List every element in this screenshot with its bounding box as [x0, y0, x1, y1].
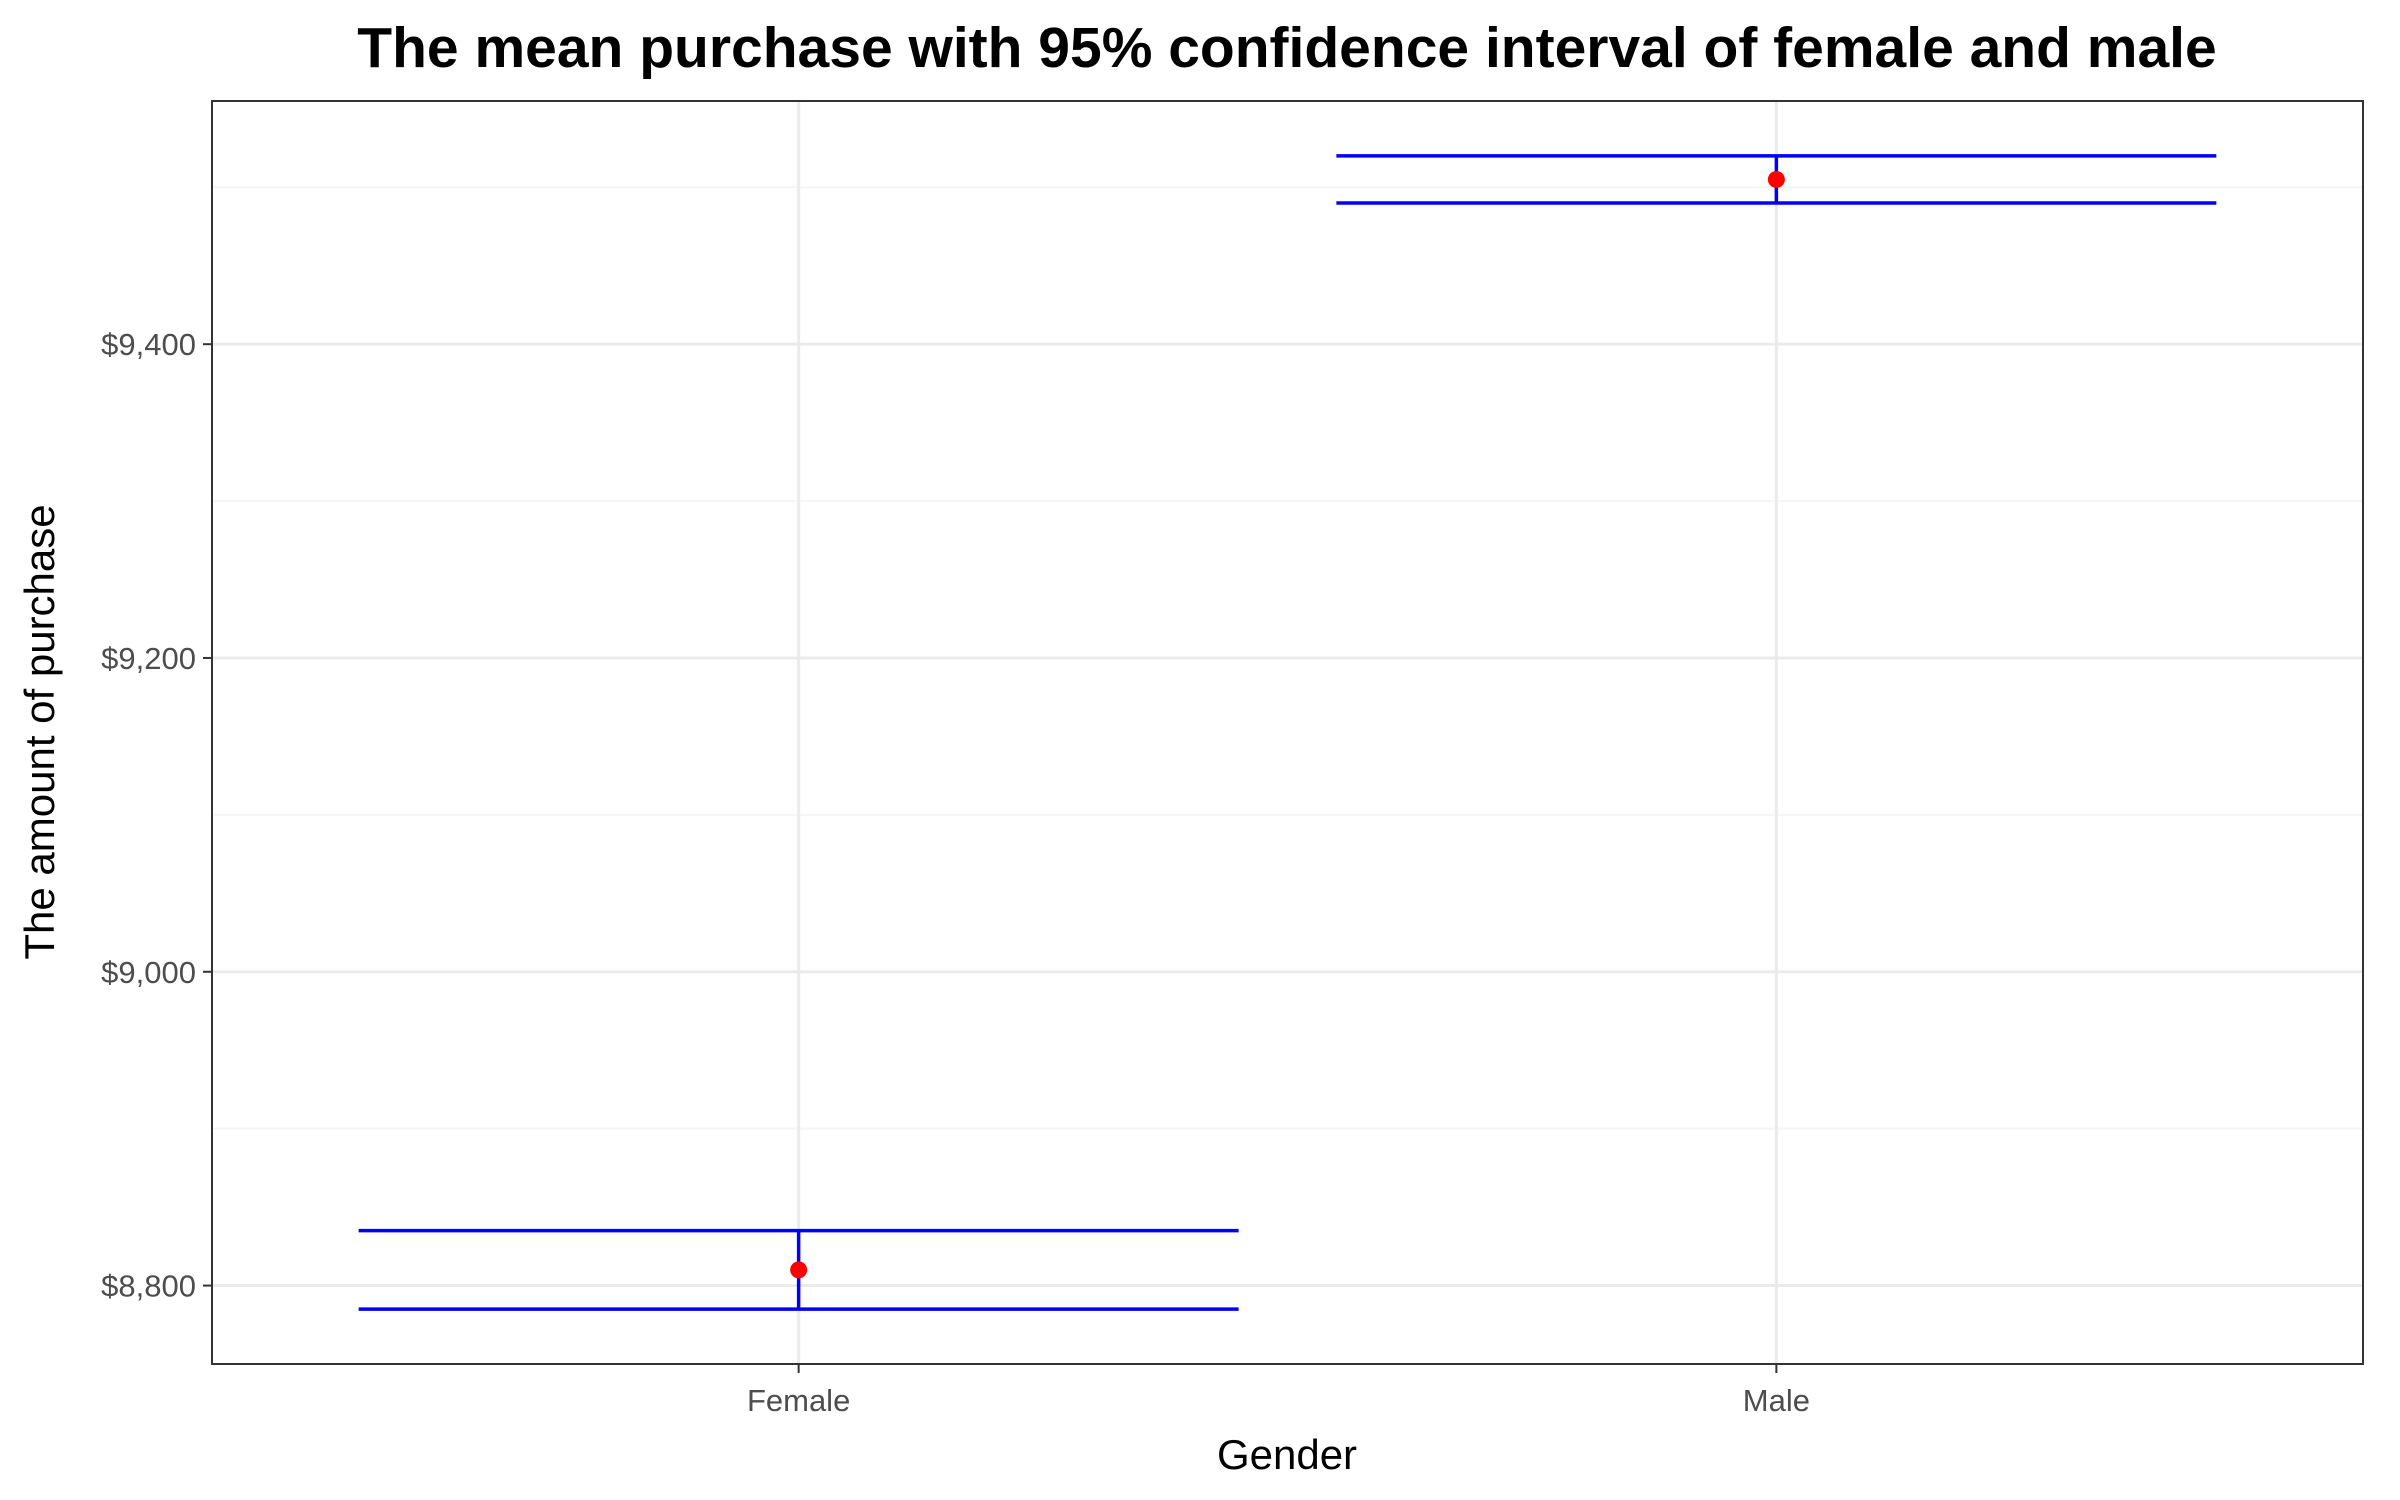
grid-layer	[212, 101, 2363, 1364]
y-tick-label: $9,200	[101, 641, 196, 676]
mean-point	[790, 1261, 808, 1279]
marks-layer	[358, 154, 2217, 1311]
y-tick-label: $9,400	[101, 327, 196, 362]
mean-point	[1767, 170, 1785, 188]
y-axis-title: The amount of purchase	[16, 504, 63, 959]
chart-title: The mean purchase with 95% confidence in…	[357, 16, 2216, 80]
y-tick-label: $9,000	[101, 955, 196, 990]
x-axis-title: Gender	[1217, 1431, 1357, 1478]
y-tick-label: $8,800	[101, 1269, 196, 1304]
x-tick-label: Male	[1743, 1383, 1810, 1418]
x-tick-label: Female	[747, 1383, 850, 1418]
axes-layer: $8,800 $9,000 $9,200 $9,400 Female Male	[101, 327, 1810, 1418]
panel-border	[211, 100, 2364, 1365]
